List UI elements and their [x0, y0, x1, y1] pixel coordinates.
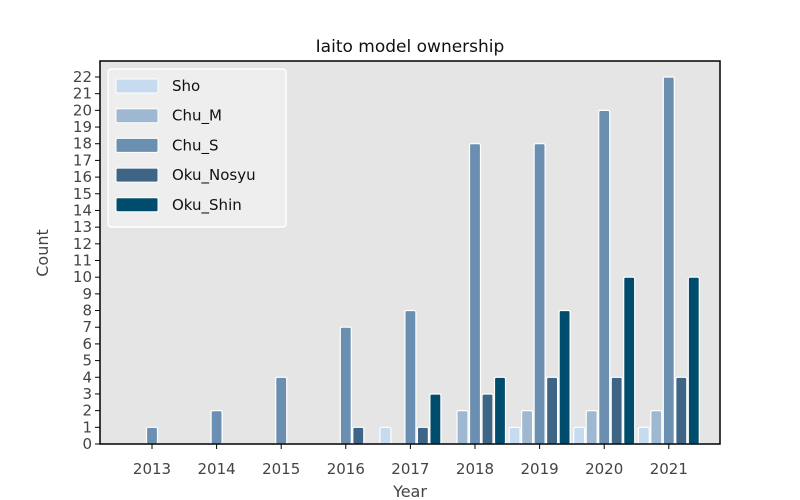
bar-sho-2017	[379, 426, 392, 445]
bar-oku-nosyu-2016	[352, 426, 365, 445]
y-tick-label: 12	[73, 235, 92, 253]
x-tick-label: 2014	[198, 460, 236, 478]
y-tick-label: 7	[82, 318, 92, 336]
bar-oku-shin-2020	[623, 276, 636, 445]
x-tick-label: 2020	[585, 460, 623, 478]
legend-label-oku-nosyu: Oku_Nosyu	[172, 166, 256, 185]
legend-swatch-chu-s	[115, 137, 159, 153]
y-tick-label: 17	[73, 151, 92, 169]
bar-oku-nosyu-2020	[610, 376, 623, 445]
y-tick-label: 13	[73, 218, 92, 236]
bars-group	[145, 76, 700, 445]
bar-chu-s-2021	[662, 76, 675, 445]
x-axis-label: Year	[392, 482, 427, 500]
bar-chu-m-2021	[650, 410, 663, 445]
bar-sho-2021	[637, 426, 650, 445]
y-tick-label: 4	[82, 368, 92, 386]
legend-label-oku-shin: Oku_Shin	[172, 196, 242, 215]
legend-label-sho: Sho	[172, 77, 200, 95]
bar-chu-m-2019	[520, 410, 534, 445]
bar-chu-m-2018	[456, 410, 469, 445]
bar-oku-nosyu-2019	[545, 376, 559, 445]
y-tick-label: 21	[73, 85, 92, 103]
legend-swatch-oku-shin	[115, 197, 159, 213]
y-tick-label: 15	[73, 185, 92, 203]
y-tick-label: 19	[73, 118, 92, 136]
y-tick-label: 1	[82, 418, 92, 436]
bar-oku-nosyu-2017	[416, 426, 429, 445]
x-tick-label: 2016	[327, 460, 365, 478]
y-tick-label: 22	[73, 68, 92, 86]
y-tick-label: 9	[82, 285, 92, 303]
bar-sho-2019	[508, 426, 521, 445]
legend: Sho Chu_M Chu_S Oku_Nosyu Oku_Shin	[107, 68, 287, 228]
bar-oku-nosyu-2018	[481, 393, 494, 445]
bar-chu-s-2016	[339, 326, 352, 445]
bar-chu-s-2018	[468, 143, 482, 445]
y-tick-label: 11	[73, 252, 92, 270]
bar-chu-s-2013	[145, 426, 159, 445]
y-tick-label: 3	[82, 385, 92, 403]
legend-label-chu-s: Chu_S	[172, 136, 219, 155]
x-tick-label: 2019	[521, 460, 559, 478]
bar-chu-s-2020	[598, 109, 611, 445]
x-tick-label: 2018	[456, 460, 494, 478]
y-tick-label: 5	[82, 352, 92, 370]
legend-swatch-sho	[115, 78, 159, 94]
legend-swatch-oku-nosyu	[115, 167, 159, 183]
x-tick-label: 2013	[133, 460, 171, 478]
bar-chu-s-2017	[404, 309, 417, 445]
y-axis-label: Count	[33, 229, 52, 277]
legend-swatch-chu-m	[115, 108, 159, 124]
y-tick-label: 14	[73, 201, 92, 219]
x-tick-label: 2017	[391, 460, 429, 478]
bar-sho-2020	[573, 426, 586, 445]
y-tick-label: 16	[73, 168, 92, 186]
x-ticks-group: 2013 2014 2015 2016 2017 2018 2019 2020 2021	[133, 444, 688, 478]
x-tick-label: 2015	[262, 460, 300, 478]
bar-oku-shin-2019	[558, 309, 571, 445]
y-tick-label: 6	[82, 335, 92, 353]
bar-oku-shin-2018	[493, 376, 507, 445]
bar-chu-s-2015	[275, 376, 288, 445]
y-tick-label: 10	[73, 268, 92, 286]
y-tick-label: 0	[82, 435, 92, 453]
y-tick-label: 8	[82, 302, 92, 320]
x-tick-label: 2021	[650, 460, 688, 478]
bar-chu-s-2014	[210, 410, 223, 445]
bar-chu-m-2020	[585, 410, 598, 445]
bar-oku-shin-2017	[429, 393, 442, 445]
plot-frame	[99, 60, 721, 445]
legend-label-chu-m: Chu_M	[172, 107, 222, 126]
y-tick-label: 2	[82, 402, 92, 420]
chart-title: Iaito model ownership	[316, 37, 505, 57]
bar-oku-nosyu-2021	[675, 376, 688, 445]
bar-oku-shin-2021	[687, 276, 700, 445]
bar-chu-s-2019	[533, 143, 546, 445]
y-tick-label: 20	[73, 101, 92, 119]
y-tick-label: 18	[73, 135, 92, 153]
